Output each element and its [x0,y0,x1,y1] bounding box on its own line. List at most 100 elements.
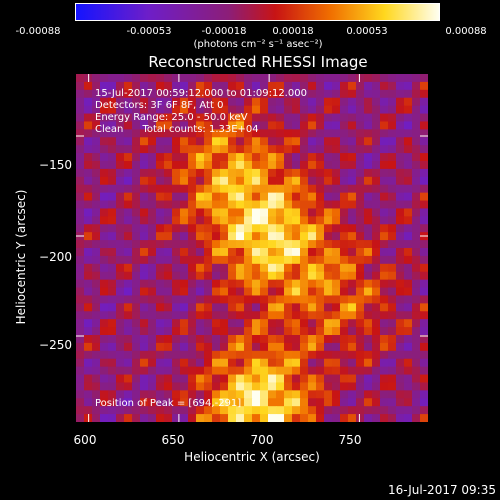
heatmap-cell [124,350,133,360]
heatmap-cell [148,216,157,225]
heatmap-cell [420,97,428,107]
heatmap-cell [220,303,229,312]
heatmap-cell [380,279,389,289]
heatmap-cell [108,224,117,233]
heatmap-cell [276,303,285,312]
heatmap-cell [164,255,173,265]
heatmap-cell [388,240,397,249]
heatmap-cell [252,168,261,178]
heatmap-cell [380,145,389,154]
heatmap-cell [180,145,189,154]
heatmap-cell [188,121,197,130]
heatmap-cell [308,279,317,289]
heatmap-cell [172,232,181,241]
heatmap-cell [348,74,357,83]
heatmap-cell [396,113,405,123]
heatmap-cell [148,81,157,91]
heatmap-cell [324,335,333,344]
heatmap-cell [100,319,109,328]
heatmap-cell [140,303,149,312]
heatmap-cell [188,390,197,399]
heatmap-cell [372,153,381,162]
heatmap-cell [132,89,141,99]
heatmap-cell [364,271,373,281]
heatmap-cell [236,216,245,225]
heatmap-cell [204,74,213,83]
heatmap-cell [244,137,253,146]
heatmap-cell [340,319,349,328]
heatmap-cell [100,113,109,123]
heatmap-cell [108,200,117,210]
heatmap-cell [348,145,357,154]
heatmap-cell [124,216,133,225]
heatmap-cell [340,248,349,257]
heatmap-cell [116,287,125,297]
heatmap-cell [404,311,413,320]
heatmap-cell [380,335,389,344]
heatmap-cell [220,176,229,186]
heatmap-cell [308,176,317,186]
heatmap-cell [236,287,245,297]
heatmap-cell [244,311,253,320]
heatmap-cell [172,97,181,107]
heatmap-cell [108,342,117,352]
heatmap-cell [236,232,245,241]
colorbar-tick-label: -0.00053 [126,26,172,37]
heatmap-cell [268,390,277,399]
heatmap-cell [92,97,101,107]
heatmap-cell [268,161,277,170]
heatmap-cell [420,129,428,138]
heatmap-cell [212,279,221,289]
heatmap-cell [84,97,93,107]
heatmap-cell [324,311,333,320]
heatmap-cell [220,279,229,289]
heatmap-cell [204,255,213,265]
heatmap-cell [356,89,365,99]
heatmap-cell [396,89,405,99]
heatmap-cell [308,358,317,368]
heatmap-cell [236,224,245,233]
heatmap-cell [116,137,125,146]
heatmap-cell [228,319,237,328]
heatmap-cell [420,414,428,422]
heatmap-cell [300,390,309,399]
colorbar [75,3,440,21]
heatmap-cell [356,342,365,352]
heatmap-cell [164,263,173,273]
heatmap-cell [100,374,109,384]
heatmap-cell [316,406,325,415]
heatmap-cell [268,319,277,328]
heatmap-cell [404,382,413,391]
heatmap-cell [164,374,173,384]
heatmap-cell [244,374,253,384]
heatmap-cell [132,248,141,257]
heatmap-cell [284,74,293,83]
heatmap-cell [348,113,357,123]
heatmap-cell [172,240,181,249]
plot-timestamp: 16-Jul-2017 09:35 [387,483,496,497]
heatmap-cell [100,89,109,99]
heatmap-cell [124,240,133,249]
heatmap-cell [332,311,341,320]
heatmap-cell [284,295,293,304]
heatmap-cell [156,327,165,336]
heatmap-cell [308,350,317,360]
heatmap-cell [180,327,189,336]
heatmap-cell [388,279,397,289]
heatmap-cell [124,335,133,344]
heatmap-cell [276,342,285,352]
heatmap-cell [212,327,221,336]
heatmap-cell [364,279,373,289]
colorbar-tick-label: 0.00018 [272,26,314,37]
heatmap-cell [332,161,341,170]
heatmap-cell [340,232,349,241]
heatmap-cell [420,240,428,249]
heatmap-cell [228,350,237,360]
heatmap-cell [324,168,333,178]
heatmap-cell [156,113,165,123]
heatmap-cell [420,81,428,91]
heatmap-cell [316,248,325,257]
heatmap-cell [340,161,349,170]
heatmap-cell [100,168,109,178]
heatmap-cell [236,350,245,360]
